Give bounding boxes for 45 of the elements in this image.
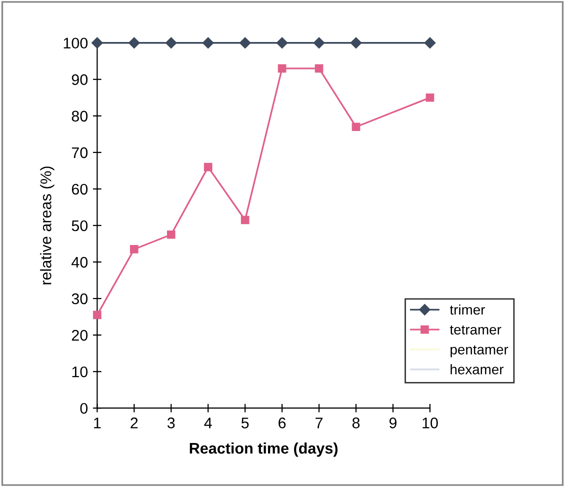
y-tick-label: 80 [72,110,88,122]
point [93,310,102,320]
x-axis-title: Reaction time (days) [190,442,338,457]
y-tick-label: 20 [72,330,88,341]
y-tick-label: 50 [72,220,88,232]
point [314,64,324,73]
y-tick-label: 0 [80,402,88,414]
legend-label: trimer [450,304,485,315]
point [424,37,436,48]
point [166,230,176,239]
point [204,162,212,172]
point [276,37,288,48]
legend-label: hexamer [450,364,504,374]
x-tick-label: 10 [422,418,438,428]
point [166,37,177,48]
x-tick-label: 1 [94,418,101,428]
legend-label: pentamer [450,345,508,358]
x-tick-label: 9 [389,418,397,428]
point [202,37,214,48]
y-tick-label: 40 [72,256,88,268]
point [350,37,362,48]
y-tick-label: 30 [72,293,88,304]
point [426,93,434,102]
point [278,64,286,73]
y-tick-label: 100 [64,38,88,49]
y-tick-label: 10 [72,366,88,378]
point [128,37,140,48]
x-tick-label: 2 [130,418,138,428]
x-tick-label: 8 [352,418,360,428]
point [313,37,325,48]
point [92,37,103,48]
y-tick-label: 60 [72,184,88,195]
point [239,37,251,48]
x-tick-label: 4 [204,418,212,428]
x-tick-label: 3 [167,418,175,428]
y-tick-label: 70 [72,147,88,158]
x-tick-label: 7 [316,418,323,428]
y-tick-label: 90 [72,74,88,86]
legend-label: tetramer [450,325,502,335]
x-tick-label: 5 [241,418,249,428]
point [352,122,360,132]
point [130,245,138,254]
x-tick-label: 6 [278,418,286,428]
point [240,216,250,224]
y-axis-title: relative areas (%) [40,166,54,284]
